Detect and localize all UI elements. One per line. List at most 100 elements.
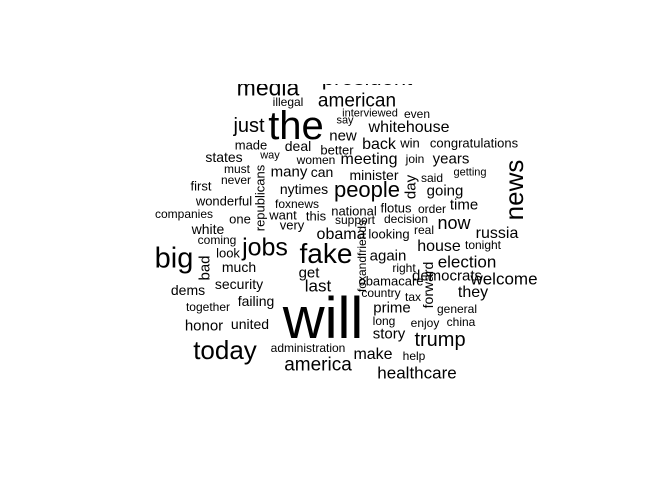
word-democrats: welcome (470, 269, 538, 289)
word-real: real (413, 223, 435, 237)
word-election: election (437, 252, 497, 272)
word-getting: getting (453, 166, 487, 179)
word-administration: administration (270, 341, 346, 355)
word-states: states (205, 149, 243, 165)
word-better: better (320, 142, 354, 158)
word-new: new (329, 127, 357, 145)
word-support: support (334, 213, 376, 227)
word-back: back (362, 136, 396, 153)
word-general: general (436, 302, 478, 316)
word-united: united (230, 316, 270, 332)
word-honor: honor (184, 317, 224, 335)
word-obamacare: last (304, 276, 332, 296)
word-tax: tax (404, 290, 422, 304)
word-last: country (361, 286, 401, 300)
word-nytimes: nytimes (279, 181, 329, 197)
word-now: now (437, 213, 471, 233)
word-white: white (191, 221, 225, 237)
word-enjoy: enjoy (410, 316, 440, 330)
word-get: democrats (411, 267, 483, 285)
word-look: look (216, 245, 240, 261)
word-whitehouse: whitehouse (368, 119, 450, 136)
word-foxnews: foxnews (274, 197, 320, 211)
word-story: story (372, 325, 406, 343)
word-russia: russia (475, 225, 519, 242)
word-bad: bad (196, 255, 214, 281)
word-american: american (317, 90, 397, 112)
word-trump: trump (414, 329, 466, 351)
word-day: day (402, 174, 420, 200)
word-very: very (279, 217, 305, 233)
word-healthcare: healthcare (377, 363, 457, 382)
word-news: news (499, 159, 529, 221)
word-going: going (426, 182, 464, 200)
word-failing: failing (237, 293, 275, 309)
word-way: way (260, 149, 280, 162)
word-years: years (432, 150, 470, 168)
word-republicans: republicans (252, 164, 268, 232)
word-illegal: illegal (272, 95, 304, 109)
word-decision: decision (383, 212, 429, 226)
word-people: people (333, 177, 401, 202)
word-will: will (282, 286, 364, 351)
word-again: again (369, 247, 407, 265)
word-foxandfriends: get (298, 264, 320, 282)
word-first: first (190, 178, 212, 194)
word-welcome: dems (170, 282, 206, 298)
word-one: one (229, 211, 251, 227)
word-security: obamacare (358, 273, 424, 289)
word-deal: deal (284, 138, 312, 154)
word-cloud-area: president media american illegal interviewed… (0, 84, 672, 381)
word-can: can (310, 164, 334, 180)
word-women: women (296, 153, 336, 167)
word-time: time (449, 196, 479, 214)
word-tonight: tonight (464, 238, 502, 252)
word-want: want (269, 207, 297, 223)
word-long: long (372, 314, 396, 328)
word-prime: prime (373, 299, 411, 317)
word-never: never (220, 173, 252, 187)
word-president: president (322, 84, 413, 89)
word-flotus: flotus (380, 200, 412, 216)
word-many: many (270, 163, 308, 181)
word-help: help (402, 349, 426, 363)
word-congratulations: congratulations (429, 135, 519, 151)
word-say: say (336, 114, 354, 127)
word-house: house (417, 238, 461, 255)
word-great: great (253, 373, 358, 381)
word-make: make (353, 346, 393, 363)
word-fake: fake (299, 238, 353, 269)
word-interviewed: interviewed (342, 107, 398, 120)
word-made: made (234, 137, 268, 153)
word-just: just (233, 115, 265, 137)
word-coming: coming (197, 233, 237, 247)
word-america: america (284, 354, 352, 376)
word-national: national (331, 203, 377, 219)
word-wonderful: wonderful (195, 193, 253, 209)
word-looking: looking (368, 226, 410, 242)
word-right: right (392, 261, 416, 275)
word-the: the (268, 104, 324, 148)
word-china: china (446, 315, 476, 329)
word-must: must (223, 162, 251, 176)
word-meeting: meeting (340, 151, 398, 168)
word-minister: minister (349, 167, 399, 183)
word-said: said (420, 171, 444, 185)
word-even: even (403, 107, 431, 121)
word-much: much (221, 259, 257, 275)
word-win: win (400, 135, 420, 151)
word-dems: security (214, 276, 264, 292)
word-companies: companies (154, 207, 214, 221)
word-big: big (154, 242, 194, 275)
word-together: together (185, 300, 231, 314)
word-jobs: jobs (242, 233, 288, 262)
word-media: media (236, 84, 300, 101)
word-obama: obama (316, 226, 366, 243)
word-join: join (405, 152, 425, 166)
word-country: they (457, 284, 489, 301)
word-order: order (417, 202, 447, 216)
word-today: today (193, 335, 257, 365)
word-forward: forward (420, 261, 436, 309)
word-this: this (305, 208, 327, 224)
